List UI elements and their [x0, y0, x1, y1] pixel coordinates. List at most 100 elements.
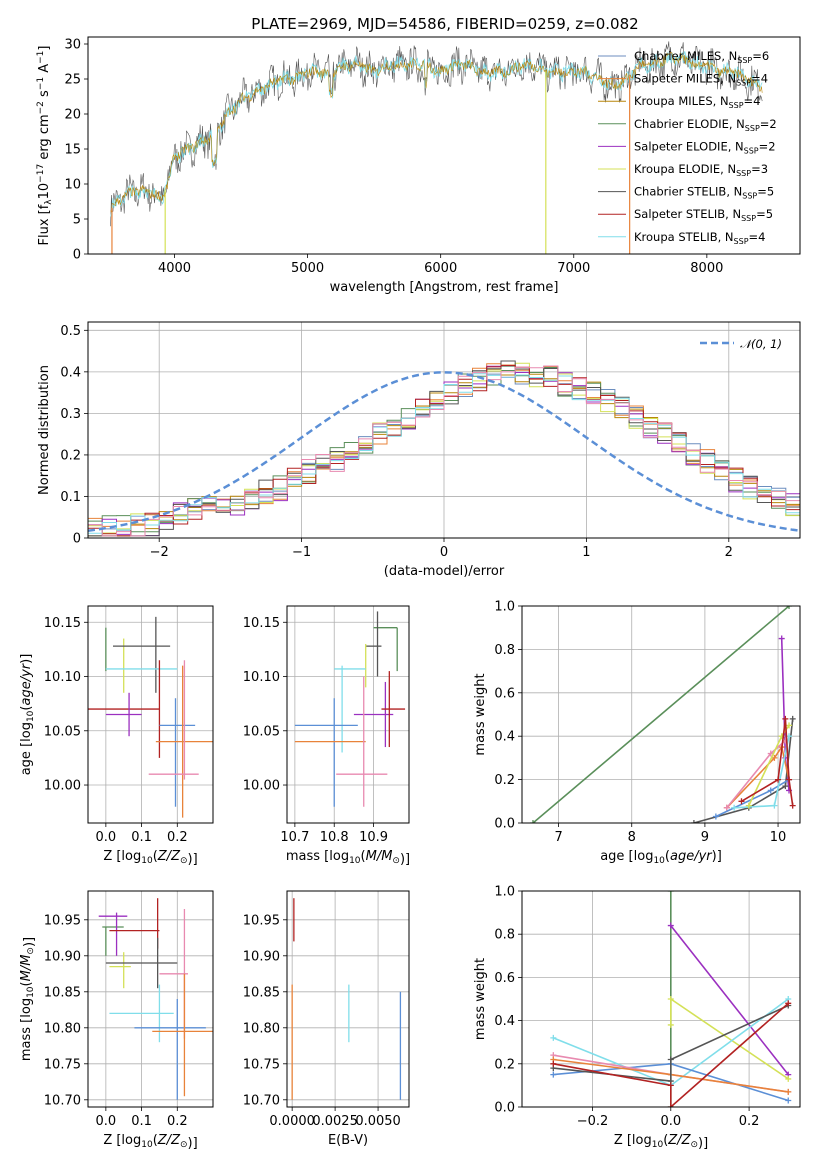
weight-point-marker — [786, 722, 793, 729]
weight-point-marker — [690, 820, 697, 823]
x-tick-label: 0.0 — [96, 830, 117, 845]
weight-point-marker — [550, 1060, 557, 1067]
legend-label: Kroupa STELIB, NSSP=4 — [634, 230, 765, 246]
y-tick-label: 10.75 — [243, 1057, 280, 1072]
line-plot-area — [550, 891, 792, 1107]
x-axis-label: Z [log10(Z/Z⊙)] — [103, 1133, 197, 1151]
legend-subscript: SSP — [744, 146, 759, 155]
errorbar-plot-area — [294, 611, 406, 807]
x-tick-label: 0.0 — [96, 1114, 117, 1129]
legend-label: Chabrier STELIB, NSSP=5 — [634, 185, 774, 201]
weight-point-marker — [775, 776, 782, 783]
legend-text: Salpeter ELODIE, N — [634, 139, 744, 153]
axes-frame — [521, 890, 801, 1108]
axes-frame — [521, 605, 801, 824]
x-axis-label: mass [log10(M/M⊙)] — [286, 849, 410, 867]
y-tick-label: 0.2 — [60, 448, 81, 463]
y-tick-label: 0.4 — [60, 365, 81, 380]
weight-point-marker — [778, 635, 785, 642]
weight-point-marker — [767, 787, 774, 794]
y-tick-label: 20 — [64, 108, 81, 123]
legend-subscript: SSP — [741, 214, 756, 223]
y-tick-label: 10.00 — [44, 779, 81, 794]
errorbar-plot-area — [291, 898, 402, 1100]
x-tick-label: 0.1 — [131, 1114, 152, 1129]
x-tick-label: 0.0025 — [312, 1114, 358, 1129]
y-tick-label: 30 — [64, 38, 81, 53]
y-tick-label: 0.6 — [494, 971, 515, 986]
x-tick-label: −1 — [292, 545, 311, 560]
legend-text: Chabrier STELIB, N — [634, 185, 742, 199]
x-tick-label: 2 — [725, 545, 733, 560]
x-tick-label: 0.0000 — [269, 1114, 315, 1129]
x-tick-label: 1 — [582, 545, 590, 560]
weight-point-marker — [789, 802, 796, 809]
panel-residual-histogram: −2 −1 0 1 2 0 0.1 0.2 0.3 0.4 0.5 (data-model)/erro… — [37, 321, 801, 579]
weight-point-marker — [785, 1075, 792, 1082]
weight-point-marker — [785, 1097, 792, 1104]
legend-text: Salpeter STELIB, N — [634, 207, 741, 221]
x-tick-label: 0.2 — [167, 830, 188, 845]
y-tick-label: 10.10 — [44, 670, 81, 685]
legend-count: =4 — [751, 72, 768, 86]
y-axis-label: Normed distribution — [37, 365, 52, 495]
errorbar-plot-area — [88, 616, 213, 818]
legend-text: Kroupa MILES, N — [634, 94, 729, 108]
legend-count: =4 — [744, 94, 761, 108]
weight-series-line — [670, 925, 789, 1076]
weight-point-marker — [667, 1104, 674, 1107]
weight-series-line — [532, 606, 790, 823]
legend-subscript: SSP — [742, 192, 757, 201]
x-tick-label: 10.9 — [359, 830, 388, 845]
legend-count: =2 — [760, 117, 777, 131]
y-tick-label: 10.85 — [243, 985, 280, 1000]
legend-subscript: SSP — [737, 56, 752, 65]
weight-point-marker — [738, 798, 745, 805]
weight-point-marker — [782, 715, 789, 722]
legend-label: Kroupa MILES, NSSP=4 — [634, 94, 760, 110]
weight-point-marker — [712, 813, 719, 820]
weight-point-marker — [786, 606, 793, 609]
x-tick-label: 8000 — [690, 261, 723, 276]
legend-label: Salpeter STELIB, NSSP=5 — [634, 207, 773, 223]
y-axis-label: mass weight — [473, 673, 488, 755]
y-tick-label: 10.10 — [243, 670, 280, 685]
weight-point-marker — [667, 1056, 674, 1063]
weight-point-marker — [667, 922, 674, 929]
weight-point-marker — [667, 996, 674, 1002]
y-tick-label: 0.5 — [60, 324, 81, 339]
y-tick-label: 10.15 — [44, 616, 81, 631]
y-tick-label: 0.2 — [494, 773, 515, 788]
y-tick-label: 25 — [64, 73, 81, 88]
x-axis-label: Z [log10(Z/Z⊙)] — [614, 1133, 708, 1151]
y-axis-label: mass weight — [473, 958, 488, 1040]
x-tick-label: 10 — [770, 830, 787, 845]
weight-point-marker — [723, 804, 730, 811]
weight-point-marker — [667, 1021, 674, 1028]
weight-series-line — [553, 1002, 789, 1107]
x-tick-label: 7 — [554, 830, 562, 845]
weight-point-marker — [731, 804, 738, 811]
legend-label: Chabrier ELODIE, NSSP=2 — [634, 117, 777, 133]
y-tick-label: 0 — [73, 532, 81, 547]
weight-point-marker — [667, 891, 674, 894]
weight-point-marker — [667, 1082, 674, 1089]
y-tick-label: 10.85 — [44, 985, 81, 1000]
y-tick-label: 10.90 — [44, 949, 81, 964]
y-tick-label: 15 — [64, 143, 81, 158]
legend-text: Kroupa STELIB, N — [634, 230, 734, 244]
legend-subscript: SSP — [734, 237, 749, 246]
x-tick-label: 10.8 — [320, 830, 349, 845]
legend-count: =6 — [752, 49, 769, 63]
panel-weight-vs-age: 7 8 9 10 0.0 0.2 0.4 0.6 0.8 1.0 age [log10(age/yr… — [473, 600, 801, 866]
y-tick-label: 0.4 — [494, 730, 515, 745]
x-tick-label: 0.1 — [131, 830, 152, 845]
x-tick-label: 4000 — [158, 261, 191, 276]
y-tick-label: 0.3 — [60, 407, 81, 422]
y-tick-label: 10.75 — [44, 1057, 81, 1072]
axes-frame — [286, 890, 410, 1108]
x-axis-label: E(B-V) — [328, 1133, 368, 1148]
axes-frame — [87, 36, 801, 255]
weight-point-marker — [782, 783, 789, 790]
